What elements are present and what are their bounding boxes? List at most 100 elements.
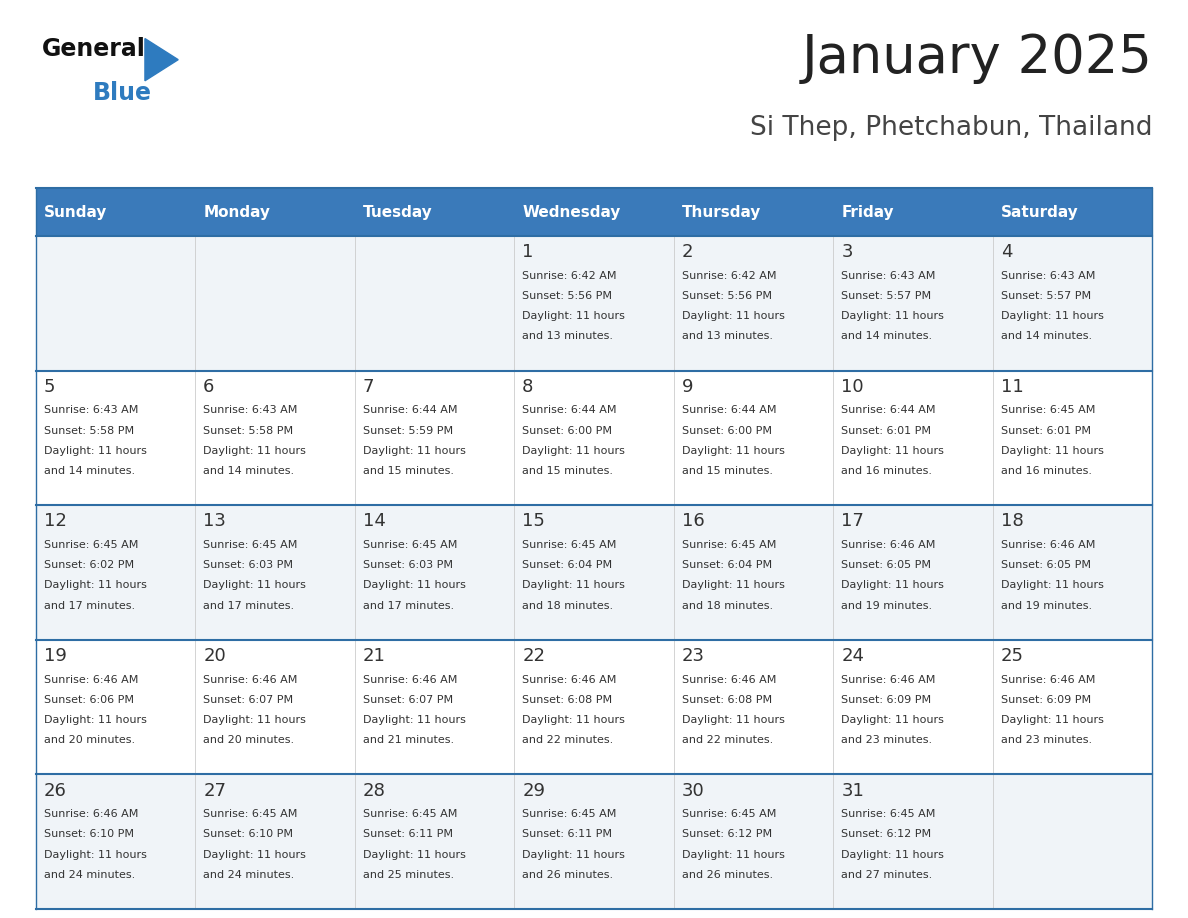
Text: 6: 6	[203, 378, 215, 396]
Text: and 21 minutes.: and 21 minutes.	[362, 735, 454, 745]
Text: 29: 29	[523, 781, 545, 800]
Text: Sunrise: 6:46 AM: Sunrise: 6:46 AM	[841, 675, 936, 685]
Text: 21: 21	[362, 647, 386, 665]
Text: Sunset: 6:07 PM: Sunset: 6:07 PM	[362, 695, 453, 705]
Text: and 20 minutes.: and 20 minutes.	[203, 735, 295, 745]
Text: Sunrise: 6:45 AM: Sunrise: 6:45 AM	[523, 540, 617, 550]
Text: and 16 minutes.: and 16 minutes.	[1000, 466, 1092, 476]
Text: Sunset: 6:03 PM: Sunset: 6:03 PM	[203, 560, 293, 570]
Text: and 22 minutes.: and 22 minutes.	[523, 735, 613, 745]
Bar	[36, 640, 1152, 774]
Text: Sunset: 6:00 PM: Sunset: 6:00 PM	[682, 426, 772, 435]
Text: Sunset: 6:06 PM: Sunset: 6:06 PM	[44, 695, 133, 705]
Bar	[36, 774, 1152, 909]
Text: and 15 minutes.: and 15 minutes.	[523, 466, 613, 476]
Text: Sunrise: 6:45 AM: Sunrise: 6:45 AM	[44, 540, 138, 550]
Text: Daylight: 11 hours: Daylight: 11 hours	[44, 715, 146, 725]
Text: 7: 7	[362, 378, 374, 396]
Text: and 17 minutes.: and 17 minutes.	[203, 600, 295, 610]
Text: Sunrise: 6:44 AM: Sunrise: 6:44 AM	[523, 406, 617, 415]
Text: Sunrise: 6:43 AM: Sunrise: 6:43 AM	[841, 271, 936, 281]
Text: Sunset: 5:58 PM: Sunset: 5:58 PM	[203, 426, 293, 435]
Text: Sunset: 5:58 PM: Sunset: 5:58 PM	[44, 426, 134, 435]
Text: Thursday: Thursday	[682, 205, 762, 219]
Text: 19: 19	[44, 647, 67, 665]
Text: Sunrise: 6:46 AM: Sunrise: 6:46 AM	[1000, 540, 1095, 550]
Text: Sunset: 6:02 PM: Sunset: 6:02 PM	[44, 560, 134, 570]
Text: Sunset: 5:59 PM: Sunset: 5:59 PM	[362, 426, 453, 435]
Text: Sunset: 6:00 PM: Sunset: 6:00 PM	[523, 426, 612, 435]
Text: and 26 minutes.: and 26 minutes.	[682, 869, 773, 879]
Bar	[993, 188, 1152, 236]
Text: Sunset: 6:12 PM: Sunset: 6:12 PM	[841, 829, 931, 839]
Text: Sunrise: 6:42 AM: Sunrise: 6:42 AM	[523, 271, 617, 281]
Text: Daylight: 11 hours: Daylight: 11 hours	[682, 446, 784, 455]
Text: Daylight: 11 hours: Daylight: 11 hours	[523, 446, 625, 455]
Text: Daylight: 11 hours: Daylight: 11 hours	[841, 311, 944, 321]
Text: Daylight: 11 hours: Daylight: 11 hours	[44, 580, 146, 590]
Text: 8: 8	[523, 378, 533, 396]
Text: 27: 27	[203, 781, 226, 800]
Text: Daylight: 11 hours: Daylight: 11 hours	[203, 849, 307, 859]
Text: Sunrise: 6:45 AM: Sunrise: 6:45 AM	[362, 540, 457, 550]
Text: 15: 15	[523, 512, 545, 531]
Text: and 15 minutes.: and 15 minutes.	[682, 466, 772, 476]
Text: 20: 20	[203, 647, 226, 665]
Bar	[195, 188, 355, 236]
Text: 30: 30	[682, 781, 704, 800]
Text: 3: 3	[841, 243, 853, 262]
Text: Daylight: 11 hours: Daylight: 11 hours	[682, 849, 784, 859]
Text: Sunrise: 6:46 AM: Sunrise: 6:46 AM	[362, 675, 457, 685]
Text: 24: 24	[841, 647, 865, 665]
Text: Sunrise: 6:43 AM: Sunrise: 6:43 AM	[203, 406, 297, 415]
Text: 10: 10	[841, 378, 864, 396]
Text: 18: 18	[1000, 512, 1024, 531]
Text: and 24 minutes.: and 24 minutes.	[44, 869, 135, 879]
Text: and 14 minutes.: and 14 minutes.	[44, 466, 134, 476]
Text: and 23 minutes.: and 23 minutes.	[1000, 735, 1092, 745]
Text: Sunset: 6:01 PM: Sunset: 6:01 PM	[841, 426, 931, 435]
Text: Sunrise: 6:46 AM: Sunrise: 6:46 AM	[523, 675, 617, 685]
Text: 1: 1	[523, 243, 533, 262]
Text: Daylight: 11 hours: Daylight: 11 hours	[523, 580, 625, 590]
Text: Daylight: 11 hours: Daylight: 11 hours	[203, 446, 307, 455]
Text: Daylight: 11 hours: Daylight: 11 hours	[362, 849, 466, 859]
Text: Daylight: 11 hours: Daylight: 11 hours	[1000, 715, 1104, 725]
Text: Daylight: 11 hours: Daylight: 11 hours	[523, 849, 625, 859]
Text: Tuesday: Tuesday	[362, 205, 432, 219]
Text: and 24 minutes.: and 24 minutes.	[203, 869, 295, 879]
Text: Sunset: 6:03 PM: Sunset: 6:03 PM	[362, 560, 453, 570]
Text: Sunset: 6:11 PM: Sunset: 6:11 PM	[523, 829, 612, 839]
Text: Sunrise: 6:45 AM: Sunrise: 6:45 AM	[682, 809, 776, 819]
Text: 22: 22	[523, 647, 545, 665]
Text: January 2025: January 2025	[802, 32, 1152, 84]
Text: Daylight: 11 hours: Daylight: 11 hours	[362, 715, 466, 725]
Text: and 17 minutes.: and 17 minutes.	[44, 600, 134, 610]
Text: 16: 16	[682, 512, 704, 531]
Text: Sunrise: 6:45 AM: Sunrise: 6:45 AM	[1000, 406, 1095, 415]
Text: Sunrise: 6:46 AM: Sunrise: 6:46 AM	[1000, 675, 1095, 685]
Text: Sunset: 5:57 PM: Sunset: 5:57 PM	[841, 291, 931, 301]
Text: 28: 28	[362, 781, 386, 800]
Text: Sunrise: 6:46 AM: Sunrise: 6:46 AM	[203, 675, 297, 685]
Text: 12: 12	[44, 512, 67, 531]
Text: Daylight: 11 hours: Daylight: 11 hours	[682, 715, 784, 725]
Text: and 17 minutes.: and 17 minutes.	[362, 600, 454, 610]
Text: Sunrise: 6:45 AM: Sunrise: 6:45 AM	[841, 809, 936, 819]
Text: and 16 minutes.: and 16 minutes.	[841, 466, 933, 476]
Text: Sunset: 5:57 PM: Sunset: 5:57 PM	[1000, 291, 1091, 301]
Text: 13: 13	[203, 512, 226, 531]
Text: Daylight: 11 hours: Daylight: 11 hours	[44, 849, 146, 859]
Text: and 15 minutes.: and 15 minutes.	[362, 466, 454, 476]
Text: 17: 17	[841, 512, 864, 531]
Text: and 18 minutes.: and 18 minutes.	[682, 600, 773, 610]
Text: Sunrise: 6:42 AM: Sunrise: 6:42 AM	[682, 271, 776, 281]
Text: Sunrise: 6:46 AM: Sunrise: 6:46 AM	[841, 540, 936, 550]
Text: 14: 14	[362, 512, 386, 531]
Bar	[514, 188, 674, 236]
Text: Sunset: 6:09 PM: Sunset: 6:09 PM	[841, 695, 931, 705]
Text: and 25 minutes.: and 25 minutes.	[362, 869, 454, 879]
Text: 11: 11	[1000, 378, 1024, 396]
Text: and 22 minutes.: and 22 minutes.	[682, 735, 773, 745]
Text: Sunrise: 6:46 AM: Sunrise: 6:46 AM	[44, 809, 138, 819]
